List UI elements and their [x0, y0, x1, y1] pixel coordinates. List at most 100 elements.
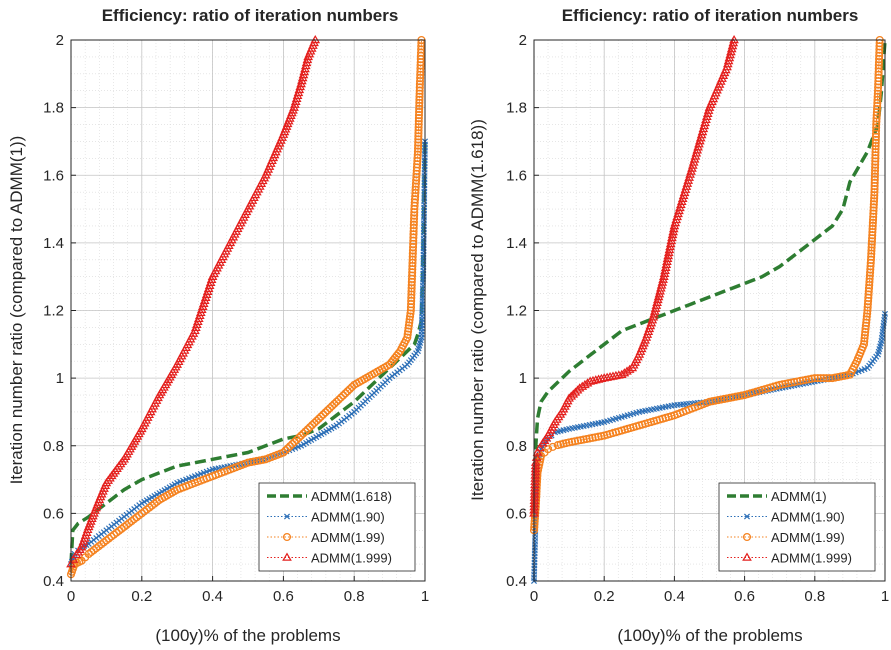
right-y-tick-label: 1.2 [506, 303, 527, 320]
left-series-admm-1-99-marker [321, 408, 330, 417]
right-series-admm-1-99-marker [722, 394, 732, 403]
right-series-admm-1-999-marker [729, 35, 739, 44]
right-series-admm-1-99-marker [591, 433, 600, 442]
right-series-admm-1-99-marker [576, 436, 585, 445]
right-series-admm-1-99-marker [804, 375, 813, 384]
left-series-admm-1-99-marker [283, 444, 292, 453]
right-legend-item-marker [742, 532, 752, 542]
right-x-tick-label: 0 [530, 588, 538, 605]
left-series-admm-1-99-marker [404, 327, 413, 336]
right-series-admm-1-999-marker [535, 443, 545, 452]
left-series-admm-1-99-marker [415, 92, 424, 101]
left-series-admm-1-99-marker [243, 458, 253, 467]
left-series-admm-1-99-marker [415, 104, 424, 114]
left-x-tick-label: 0.8 [344, 588, 365, 605]
right-series-admm-1-99-marker [787, 378, 796, 387]
right-series-admm-1-99-marker [588, 433, 597, 442]
left-legend-item-label: ADMM(1.99) [311, 530, 385, 545]
right-y-tick-label: 1.8 [506, 100, 527, 117]
left-series-admm-1-99-marker [415, 98, 424, 107]
right-series-admm-1-99-marker [543, 445, 553, 454]
right-legend-item-label: ADMM(1.999) [771, 551, 852, 566]
left-series-admm-1-99-marker [281, 446, 290, 455]
left-series-admm-1-99-marker [336, 393, 345, 402]
left-series-admm-1-99-marker [249, 457, 258, 466]
right-series-admm-1-99-marker [816, 374, 825, 383]
left-series-admm-1-99-marker [403, 330, 412, 339]
right-series-admm-1-99-marker [548, 442, 557, 451]
left-series-admm-1-99-marker [414, 135, 423, 144]
right-series-admm-1-999-marker [593, 374, 604, 383]
left-chart-title: Efficiency: ratio of iteration numbers [102, 6, 399, 25]
left-series-admm-1-99-marker [339, 391, 348, 400]
right-series-admm-1-99-marker [594, 432, 603, 441]
right-series-admm-1-99-marker [530, 517, 539, 526]
left-series-admm-1-99-marker [288, 440, 297, 449]
right-series-admm-1-99-marker [711, 396, 720, 405]
left-legend-item-label: ADMM(1.618) [311, 489, 392, 504]
right-series-admm-1-99-marker [828, 374, 837, 383]
left-legend: ADMM(1.618) ADMM(1.90) ADMM(1.99) ADMM(1.99… [258, 482, 416, 572]
right-series-admm-1-99-marker [579, 435, 588, 444]
right-series-admm-1-99-marker [705, 397, 714, 406]
right-axes-box [533, 39, 886, 582]
left-y-tick-label: 1 [56, 370, 64, 387]
right-y-axis-label: Iteration number ratio (compared to ADMM… [468, 119, 487, 501]
right-series-admm-1-99-marker [573, 436, 582, 445]
right-series-admm-1-99-marker [737, 391, 746, 400]
right-series-admm-1-99-marker [807, 374, 816, 383]
left-series-admm-1-99-marker [332, 397, 341, 406]
left-y-tick-label: 0.8 [43, 438, 64, 455]
right-x-tick-label: 0.4 [664, 588, 685, 605]
left-series-admm-1-99-marker [414, 141, 423, 150]
left-series-admm-1-99-marker [292, 435, 301, 444]
right-series-admm-1-line [532, 39, 887, 514]
right-series-admm-1-99-marker [793, 377, 802, 386]
right-series-admm-1-999-marker [564, 393, 574, 402]
right-legend-item-label: ADMM(1.90) [771, 510, 845, 525]
right-y-tick-label: 1 [519, 370, 527, 387]
left-series-admm-1-99-marker [405, 315, 414, 324]
right-series-admm-1-99-marker [831, 373, 840, 382]
right-series-admm-1-99-marker [565, 438, 574, 447]
right-series-admm-1-99-marker [810, 374, 819, 383]
left-y-axis-label: Iteration number ratio (compared to ADMM… [7, 136, 26, 485]
right-series-admm-1-99-marker [825, 374, 834, 383]
left-y-tick-label: 0.4 [43, 573, 64, 590]
left-series-admm-1-99-marker [294, 433, 303, 442]
left-legend-item-marker [282, 552, 292, 561]
left-series-admm-1-99-marker [246, 458, 256, 467]
left-series-admm-1-99-marker [413, 147, 422, 156]
right-series-admm-1-99-marker [728, 393, 737, 402]
left-legend-item-marker [283, 513, 291, 520]
left-x-tick-label: 0 [67, 588, 75, 605]
left-series-admm-1-99-marker [343, 387, 352, 396]
left-x-tick-label: 0.2 [131, 588, 152, 605]
left-series-admm-1-999-marker [310, 35, 321, 44]
right-series-admm-1-99-marker [799, 376, 808, 385]
left-series-admm-1-618-line [69, 141, 427, 565]
right-x-axis-label: (100y)% of the problems [617, 626, 802, 645]
left-legend-item-label: ADMM(1.999) [311, 551, 392, 566]
right-series-admm-1-99-marker [784, 379, 793, 388]
right-legend: ADMM(1) ADMM(1.90) ADMM(1.99) ADMM(1.999) [718, 482, 876, 572]
right-x-tick-label: 0.2 [594, 588, 615, 605]
right-legend-item-marker [743, 513, 751, 520]
left-series-admm-1-99-marker [415, 107, 424, 117]
right-x-tick-label: 0.6 [734, 588, 755, 605]
right-series-admm-1-99-marker [582, 434, 591, 444]
right-series-admm-1-99-marker [720, 394, 729, 404]
right-series-admm-1-99-marker [567, 437, 577, 446]
left-series-admm-1-99-marker [414, 114, 423, 123]
left-x-tick-label: 0.6 [273, 588, 294, 605]
left-series-admm-1-99-line [70, 39, 422, 575]
left-series-admm-1-99-marker [414, 138, 423, 147]
right-series-admm-1-999-marker [566, 391, 577, 400]
left-series-admm-1-99-marker [323, 406, 332, 415]
left-legend-item-label: ADMM(1.90) [311, 510, 385, 525]
left-legend-item-marker [282, 532, 292, 542]
right-series-admm-1-99-marker [775, 380, 784, 389]
right-series-admm-1-999-marker [570, 387, 581, 396]
right-series-admm-1-99-marker [530, 514, 539, 523]
